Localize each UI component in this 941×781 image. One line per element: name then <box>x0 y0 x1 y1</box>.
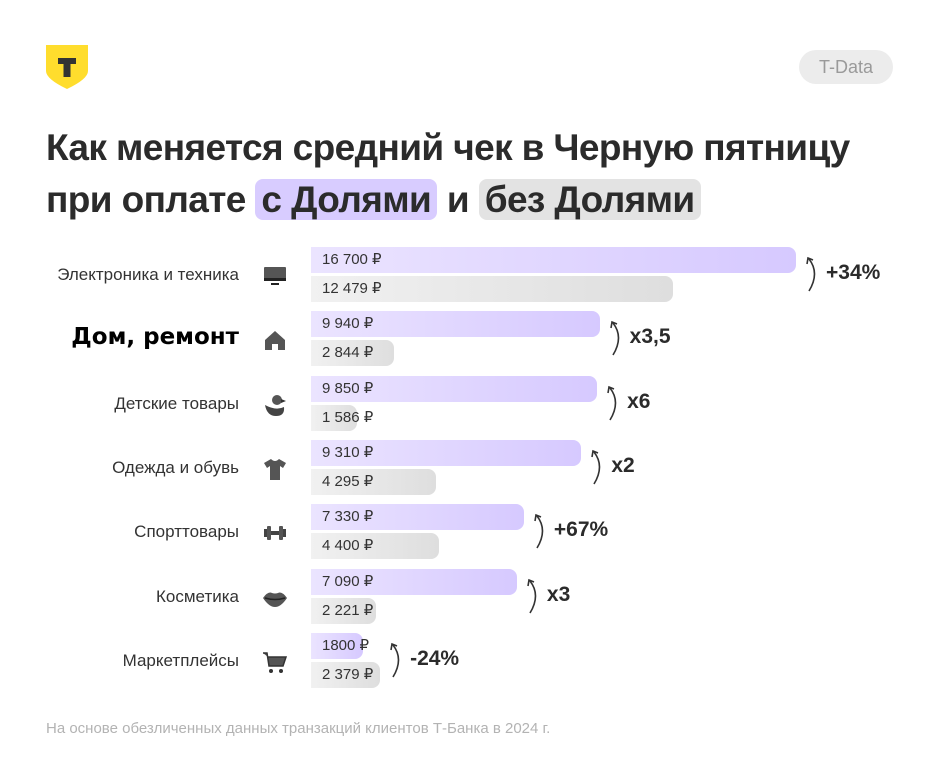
bar-with-dolyami <box>311 247 796 273</box>
value-label-without: 2 844 ₽ <box>322 344 374 362</box>
chart-row: Спорттовары 7 330 ₽ 4 400 ₽ +67% <box>0 504 941 562</box>
bar-without-dolyami <box>311 468 436 495</box>
title-line-2: при оплате с Долями и без Долями <box>46 174 850 226</box>
title-prefix: при оплате <box>46 179 246 220</box>
category-label: Одежда и обувь <box>112 457 239 477</box>
cart-icon <box>263 652 288 673</box>
change-arrow-icon <box>591 449 601 485</box>
change-arrow-icon <box>806 256 816 292</box>
chart-row: Дом, ремонт 9 940 ₽ 2 844 ₽ x3,5 <box>0 311 941 369</box>
tdata-badge: T-Data <box>799 50 893 84</box>
lips-icon <box>263 592 287 607</box>
value-label-with: 1800 ₽ <box>322 636 370 654</box>
value-label-with: 16 700 ₽ <box>322 251 382 268</box>
change-arrow-icon <box>527 578 537 613</box>
change-label: -24% <box>410 646 460 670</box>
category-label: Детские товары <box>114 393 239 413</box>
change-arrow-icon <box>609 321 619 356</box>
bar-without-dolyami <box>311 340 394 367</box>
chart-title: Как меняется средний чек в Черную пятниц… <box>46 122 850 226</box>
change-label: x3 <box>546 582 571 606</box>
category-label: Дом, ремонт <box>71 324 239 351</box>
category-label: Маркетплейсы <box>122 650 239 670</box>
change-label: x2 <box>611 453 635 477</box>
value-label-without: 2 379 ₽ <box>322 665 374 683</box>
chart-row: Электроника и техника 16 700 ₽ 12 479 ₽ … <box>0 247 941 305</box>
bar-with-dolyami <box>311 439 582 466</box>
value-label-without: 12 479 ₽ <box>322 280 382 297</box>
bar-without-dolyami <box>311 661 381 688</box>
bar-with-dolyami <box>311 632 364 659</box>
bar-without-dolyami <box>311 533 439 560</box>
bar-without-dolyami <box>311 597 376 624</box>
house-icon <box>265 331 285 351</box>
category-label: Электроника и техника <box>57 265 239 284</box>
value-label-without: 1 586 ₽ <box>322 408 374 426</box>
tbank-logo <box>46 45 88 89</box>
chart-row: Детские товары 9 850 ₽ 1 586 ₽ x6 <box>0 375 941 434</box>
bar-with-dolyami <box>311 375 598 402</box>
bar-without-dolyami <box>311 276 674 302</box>
value-label-with: 7 090 ₽ <box>322 572 374 590</box>
tshirt-icon <box>264 458 286 480</box>
bar-without-dolyami <box>311 404 358 431</box>
chart-row: Маркетплейсы 1800 ₽ 2 379 ₽ -24% <box>0 632 941 691</box>
value-label-with: 7 330 ₽ <box>322 508 374 526</box>
change-label: +67% <box>553 518 609 542</box>
dumbbell-icon <box>264 526 286 541</box>
footnote: На основе обезличенных данных транзакций… <box>46 720 551 737</box>
title-line-1: Как меняется средний чек в Черную пятниц… <box>46 127 850 168</box>
value-label-without: 4 400 ₽ <box>322 537 374 555</box>
duck-icon <box>265 394 286 416</box>
category-label: Косметика <box>156 586 239 606</box>
chart-row: Одежда и обувь 9 310 ₽ 4 295 ₽ x2 <box>0 439 941 498</box>
bar-with-dolyami <box>311 311 600 338</box>
chart-row: Косметика 7 090 ₽ 2 221 ₽ x3 <box>0 568 941 627</box>
value-label-with: 9 940 ₽ <box>322 315 374 333</box>
change-label: +34% <box>826 261 881 284</box>
category-label: Спорттовары <box>134 522 239 542</box>
change-label: x3,5 <box>629 325 671 349</box>
bar-with-dolyami <box>311 504 524 531</box>
change-arrow-icon <box>607 385 617 421</box>
legend-without: без Долями <box>478 179 701 220</box>
monitor-icon <box>264 267 286 285</box>
bar-with-dolyami <box>311 568 517 595</box>
value-label-with: 9 850 ₽ <box>322 379 374 397</box>
value-label-without: 2 221 ₽ <box>322 601 374 619</box>
value-label-with: 9 310 ₽ <box>322 443 374 461</box>
value-label-without: 4 295 ₽ <box>322 472 374 490</box>
title-conj: и <box>446 179 470 220</box>
legend-with: с Долями <box>255 179 438 220</box>
change-arrow-icon <box>390 642 400 678</box>
change-label: x6 <box>627 389 651 413</box>
change-arrow-icon <box>534 514 544 549</box>
